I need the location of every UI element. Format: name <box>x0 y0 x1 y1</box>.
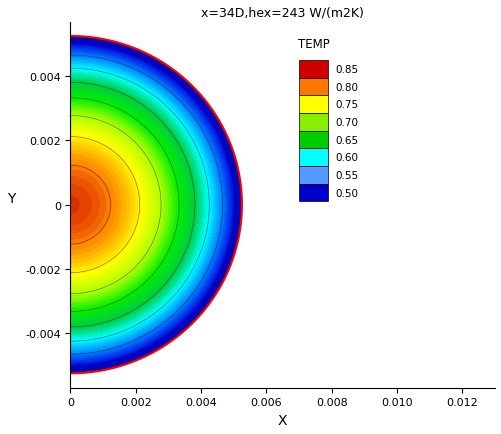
FancyBboxPatch shape <box>299 132 328 149</box>
FancyBboxPatch shape <box>299 149 328 167</box>
FancyBboxPatch shape <box>299 79 328 96</box>
Text: 0.75: 0.75 <box>334 100 357 110</box>
Text: 0.65: 0.65 <box>334 135 357 145</box>
Text: 0.60: 0.60 <box>334 153 357 163</box>
Text: 0.55: 0.55 <box>334 171 357 181</box>
Text: 0.50: 0.50 <box>334 188 357 198</box>
X-axis label: X: X <box>278 413 287 427</box>
Text: 0.80: 0.80 <box>334 82 357 92</box>
FancyBboxPatch shape <box>299 184 328 202</box>
Text: 0.85: 0.85 <box>334 65 357 75</box>
FancyBboxPatch shape <box>299 167 328 184</box>
Text: TEMP: TEMP <box>297 38 329 51</box>
Title: x=34D,hex=243 W/(m2K): x=34D,hex=243 W/(m2K) <box>201 7 364 20</box>
FancyBboxPatch shape <box>299 114 328 132</box>
FancyBboxPatch shape <box>299 61 328 79</box>
FancyBboxPatch shape <box>299 96 328 114</box>
Text: 0.70: 0.70 <box>334 118 357 128</box>
Y-axis label: Y: Y <box>7 191 16 205</box>
